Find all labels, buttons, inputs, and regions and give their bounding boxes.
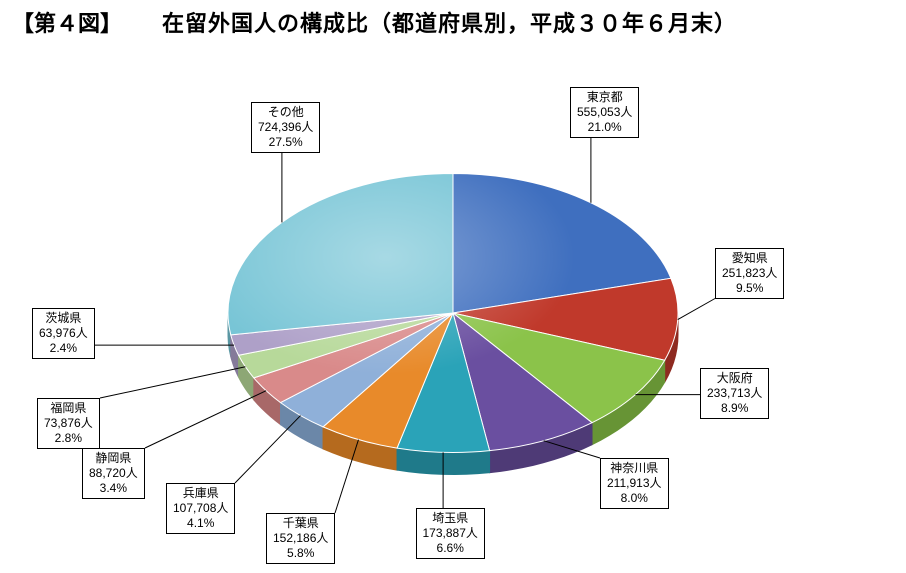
slice-count: 724,396人 [258, 120, 313, 135]
slice-name: 大阪府 [707, 371, 762, 386]
slice-pct: 2.4% [39, 341, 88, 356]
slice-count: 555,053人 [577, 105, 632, 120]
slice-count: 233,713人 [707, 386, 762, 401]
slice-label: 大阪府233,713人8.9% [700, 368, 769, 419]
slice-pct: 21.0% [577, 120, 632, 135]
slice-pct: 27.5% [258, 135, 313, 150]
slice-label: その他724,396人27.5% [251, 102, 320, 153]
slice-label: 福岡県73,876人2.8% [37, 398, 100, 449]
slice-pct: 3.4% [89, 481, 138, 496]
slice-name: 神奈川県 [607, 461, 662, 476]
slice-label: 埼玉県173,887人6.6% [416, 508, 485, 559]
slice-label: 千葉県152,186人5.8% [266, 513, 335, 564]
slice-count: 152,186人 [273, 531, 328, 546]
pie-chart: 東京都555,053人21.0% 愛知県251,823人9.5% 大阪府233,71… [0, 38, 906, 568]
slice-count: 107,708人 [173, 501, 228, 516]
slice-label: 茨城県63,976人2.4% [32, 308, 95, 359]
slice-pct: 5.8% [273, 546, 328, 561]
slice-count: 73,876人 [44, 416, 93, 431]
slice-label: 静岡県88,720人3.4% [82, 448, 145, 499]
slice-name: 東京都 [577, 90, 632, 105]
slice-pct: 2.8% [44, 431, 93, 446]
figure-label: 【第４図】 [12, 6, 122, 38]
slice-pct: 8.0% [607, 491, 662, 506]
slice-pct: 9.5% [722, 281, 777, 296]
slice-count: 173,887人 [423, 526, 478, 541]
slice-label: 神奈川県211,913人8.0% [600, 458, 669, 509]
slice-count: 63,976人 [39, 326, 88, 341]
slice-name: その他 [258, 105, 313, 120]
slice-name: 愛知県 [722, 251, 777, 266]
chart-title: 在留外国人の構成比（都道府県別，平成３０年６月末） [162, 6, 737, 38]
slice-name: 千葉県 [273, 516, 328, 531]
slice-count: 88,720人 [89, 466, 138, 481]
slice-pct: 8.9% [707, 401, 762, 416]
slice-count: 251,823人 [722, 266, 777, 281]
slice-count: 211,913人 [607, 476, 662, 491]
slice-name: 兵庫県 [173, 486, 228, 501]
slice-label: 愛知県251,823人9.5% [715, 248, 784, 299]
slice-pct: 4.1% [173, 516, 228, 531]
slice-label: 兵庫県107,708人4.1% [166, 483, 235, 534]
slice-name: 茨城県 [39, 311, 88, 326]
slice-name: 埼玉県 [423, 511, 478, 526]
slice-name: 静岡県 [89, 451, 138, 466]
slice-name: 福岡県 [44, 401, 93, 416]
slice-label: 東京都555,053人21.0% [570, 87, 639, 138]
slice-pct: 6.6% [423, 541, 478, 556]
